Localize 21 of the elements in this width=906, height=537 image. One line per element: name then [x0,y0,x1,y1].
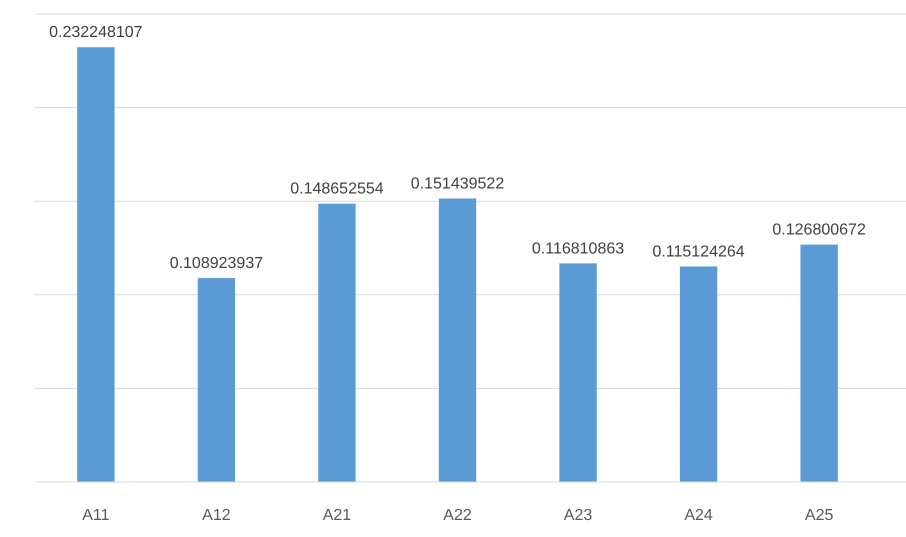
x-tick-label: A21 [322,507,352,524]
data-label: 0.126800672 [772,222,866,239]
data-label: 0.148652554 [290,180,384,198]
data-label: 0.115124264 [652,243,745,260]
bar [198,278,236,482]
x-tick-label: A12 [202,507,231,524]
bar [438,198,476,482]
x-tick-label: A22 [443,507,472,524]
x-tick-label: A24 [684,507,713,524]
x-tick-label: A23 [564,507,592,524]
bar [680,266,718,482]
x-tick-label: A25 [804,507,834,524]
bar [77,47,115,482]
data-label: 0.151439522 [410,176,504,193]
bar [559,263,597,482]
data-label: 0.108923937 [170,255,264,272]
bar [800,244,838,482]
data-label: 0.232248107 [49,24,143,42]
data-label: 0.116810863 [532,240,624,258]
x-tick-label: A11 [82,507,110,524]
bar [318,204,356,482]
